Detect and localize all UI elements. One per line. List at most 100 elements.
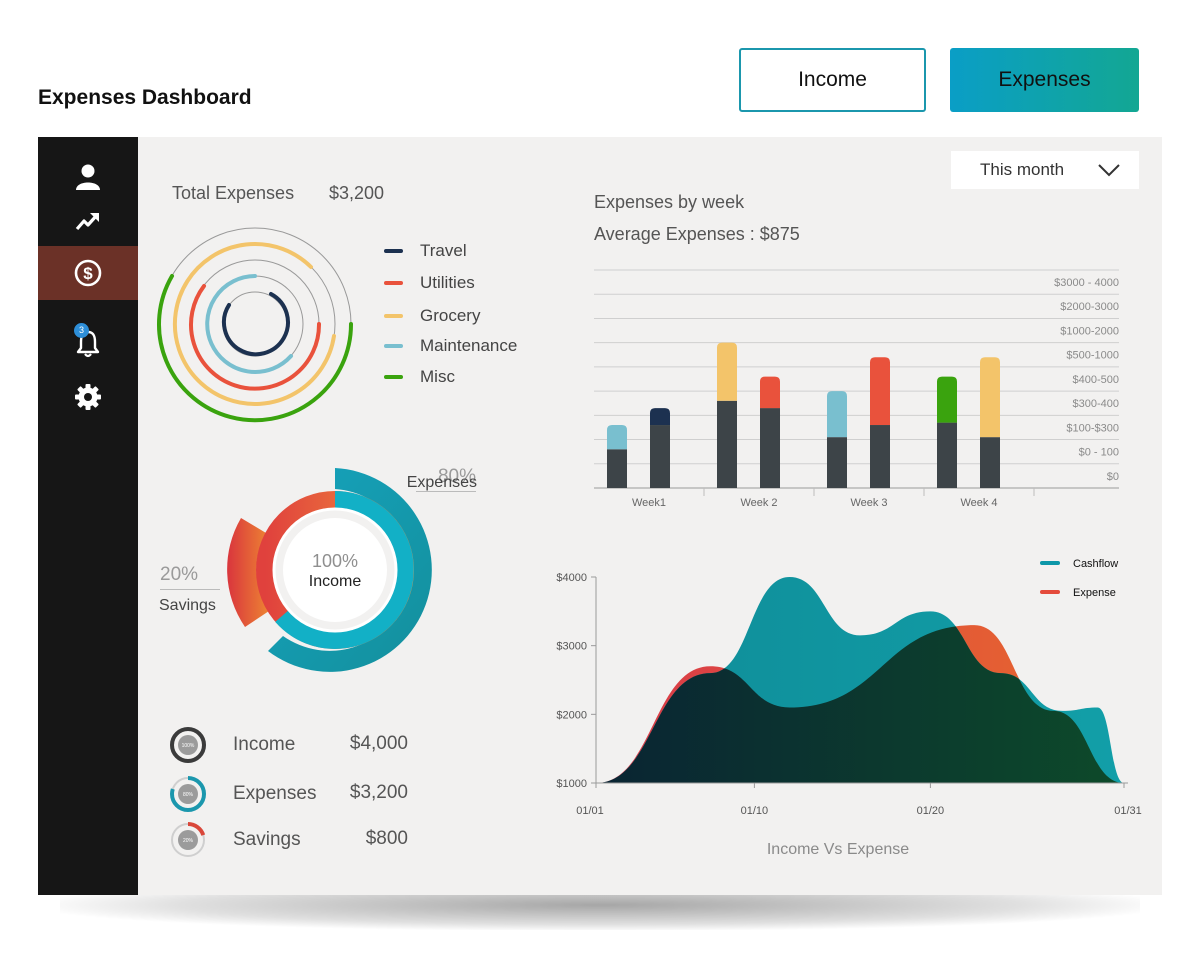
summary-ring: 100% bbox=[170, 727, 206, 763]
dashboard-panel: $ 3 This month bbox=[38, 137, 1162, 895]
summary-ring-text: 20% bbox=[183, 838, 194, 844]
bar-top-segment bbox=[870, 357, 890, 426]
bar-top-segment bbox=[717, 342, 737, 401]
summary-ring: 80% bbox=[170, 776, 206, 812]
area-chart-title: Income Vs Expense bbox=[766, 841, 910, 858]
summary-row-income: 100% Income $4,000 bbox=[168, 725, 408, 765]
weekly-chart-title: Expenses by week bbox=[594, 192, 745, 212]
sidebar-item-user[interactable] bbox=[38, 155, 138, 199]
total-expenses-value: $3,200 bbox=[329, 183, 385, 203]
area-legend-label: Expense bbox=[1073, 587, 1116, 599]
area-y-tick-label: $1000 bbox=[556, 778, 587, 790]
legend-swatch bbox=[384, 344, 403, 348]
expenses-button[interactable]: Expenses bbox=[950, 48, 1139, 112]
bar-y-tick-label: $400-500 bbox=[1073, 374, 1120, 386]
bar-base-segment bbox=[760, 408, 780, 488]
bar-top-segment bbox=[760, 376, 780, 409]
notification-badge: 3 bbox=[74, 323, 89, 338]
legend-grocery: Grocery bbox=[384, 306, 480, 326]
summary-row-expenses: 80% Expenses $3,200 bbox=[168, 774, 408, 814]
sidebar-item-expenses[interactable]: $ bbox=[38, 246, 138, 300]
sidebar-item-notifications[interactable]: 3 bbox=[38, 321, 138, 365]
bar-y-tick-label: $300-400 bbox=[1073, 398, 1120, 410]
bar-x-tick-label: Week 2 bbox=[740, 497, 777, 509]
dollar-icon: $ bbox=[74, 259, 102, 287]
summary-ring-arc bbox=[170, 822, 206, 858]
area-x-tick-label: 01/10 bbox=[741, 805, 769, 817]
legend-misc: Misc bbox=[384, 367, 455, 387]
bar-base-segment bbox=[827, 437, 847, 488]
summary-ring-arc bbox=[170, 776, 206, 812]
legend-label: Maintenance bbox=[420, 336, 518, 355]
svg-text:$: $ bbox=[83, 264, 93, 283]
ring-travel bbox=[221, 292, 290, 357]
summary-ring-text: 80% bbox=[183, 792, 194, 798]
bar-top-segment bbox=[607, 425, 627, 450]
bar-top-segment bbox=[827, 391, 847, 438]
summary-ring: 20% bbox=[170, 822, 206, 858]
bar-y-tick-label: $2000-3000 bbox=[1060, 301, 1119, 313]
summary-value: $3,200 bbox=[349, 782, 408, 803]
bar-y-tick-label: $100-$300 bbox=[1066, 422, 1119, 434]
donut-expenses-segment bbox=[268, 468, 432, 672]
income-button[interactable]: Income bbox=[739, 48, 926, 112]
income-donut-chart bbox=[227, 468, 432, 672]
bar-y-tick-label: $0 bbox=[1107, 471, 1119, 483]
total-expenses-label: Total Expenses bbox=[172, 183, 295, 203]
gear-icon bbox=[75, 384, 101, 410]
legend-label: Misc bbox=[420, 367, 455, 386]
ring-maintenance bbox=[205, 274, 293, 374]
bar-base-segment bbox=[980, 437, 1000, 488]
bar-base-segment bbox=[650, 425, 670, 488]
summary-ring-arc bbox=[170, 727, 206, 763]
income-vs-expense-chart: $1000 $2000 $3000 $4000 01/01 01/10 01/20 01/31… bbox=[556, 558, 1142, 817]
donut-savings-percent: 20% bbox=[160, 564, 220, 590]
donut-savings-segment bbox=[227, 518, 269, 627]
legend-swatch bbox=[384, 375, 403, 379]
bar-top-segment bbox=[650, 408, 670, 426]
bar-x-tick-label: Week1 bbox=[632, 497, 666, 509]
sidebar-item-trends[interactable] bbox=[38, 199, 138, 243]
area-x-tick-label: 01/31 bbox=[1114, 805, 1142, 817]
legend-label: Grocery bbox=[420, 306, 481, 325]
legend-maintenance: Maintenance bbox=[384, 336, 517, 356]
summary-value: $4,000 bbox=[349, 733, 408, 754]
summary-label: Expenses bbox=[233, 783, 317, 804]
legend-swatch bbox=[384, 281, 403, 285]
donut-expenses-label: Expenses bbox=[406, 474, 477, 491]
bar-y-tick-label: $3000 - 4000 bbox=[1054, 277, 1119, 289]
weekly-bar-chart: $3000 - 4000 $2000-3000 $1000-2000 $500-100… bbox=[594, 269, 1120, 509]
area-y-tick-label: $4000 bbox=[556, 572, 587, 584]
chevron-down-icon bbox=[1098, 164, 1120, 177]
summary-value: $800 bbox=[365, 828, 408, 849]
page-title: Expenses Dashboard bbox=[38, 86, 252, 109]
legend-travel: Travel bbox=[384, 241, 467, 261]
area-x-tick-label: 01/20 bbox=[917, 805, 945, 817]
bar-top-segment bbox=[937, 376, 957, 423]
bar-y-tick-label: $1000-2000 bbox=[1060, 325, 1119, 337]
user-icon bbox=[76, 164, 100, 190]
sidebar: $ 3 bbox=[38, 137, 138, 895]
legend-swatch bbox=[384, 249, 403, 253]
period-dropdown[interactable]: This month bbox=[951, 151, 1139, 189]
weekly-average-label: Average Expenses : $875 bbox=[594, 224, 800, 244]
trend-up-icon bbox=[75, 213, 99, 231]
donut-center-percent: 100% bbox=[311, 551, 359, 571]
legend-label: Travel bbox=[420, 241, 467, 260]
area-legend-label: Cashflow bbox=[1073, 558, 1118, 570]
bar-base-segment bbox=[937, 422, 957, 488]
bar-y-tick-label: $500-1000 bbox=[1066, 350, 1119, 362]
ring-grocery bbox=[172, 242, 336, 406]
donut-expenses-percent: 80% bbox=[416, 466, 476, 492]
donut-savings-label: Savings bbox=[159, 597, 216, 614]
ring-utilities bbox=[189, 284, 322, 391]
summary-label: Savings bbox=[233, 829, 301, 850]
sidebar-item-settings[interactable] bbox=[38, 375, 138, 419]
summary-ring-text: 100% bbox=[182, 743, 195, 749]
legend-label: Utilities bbox=[420, 273, 475, 292]
bar-top-segment bbox=[980, 357, 1000, 438]
legend-swatch bbox=[384, 314, 403, 318]
period-dropdown-value: This month bbox=[980, 160, 1065, 179]
legend-utilities: Utilities bbox=[384, 273, 475, 293]
bar-y-tick-label: $0 - 100 bbox=[1079, 447, 1119, 459]
